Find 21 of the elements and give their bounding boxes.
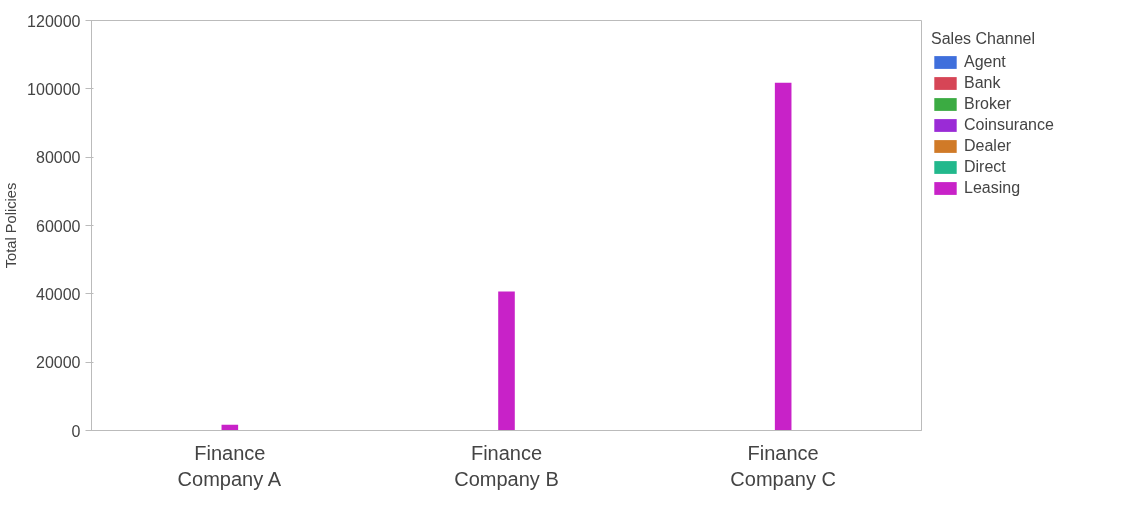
y-tick-label: 60000 xyxy=(36,217,81,235)
legend-label: Direct xyxy=(964,158,1006,176)
legend-label: Dealer xyxy=(964,137,1012,155)
legend-label: Leasing xyxy=(964,179,1021,197)
legend-label: Bank xyxy=(964,74,1001,92)
x-tick-label: Finance Company C xyxy=(730,441,836,490)
legend-label: Broker xyxy=(964,95,1012,113)
y-tick-label: 0 xyxy=(71,422,81,440)
y-tick-label: 120000 xyxy=(27,12,81,30)
x-tick-label: Finance Company B xyxy=(454,441,559,490)
y-tick-label: 80000 xyxy=(36,149,81,167)
y-axis-title: Total Policies xyxy=(3,182,20,269)
legend-label: Agent xyxy=(964,53,1006,71)
legend-title: Sales Channel xyxy=(931,30,1037,48)
y-tick-label: 20000 xyxy=(36,354,81,372)
x-tick-label: Finance Company A xyxy=(177,441,282,490)
legend-label: Coinsurance xyxy=(964,116,1054,134)
bar xyxy=(498,291,515,431)
y-tick-label: 100000 xyxy=(27,80,81,98)
bar xyxy=(774,82,792,431)
y-tick-label: 40000 xyxy=(36,285,81,303)
